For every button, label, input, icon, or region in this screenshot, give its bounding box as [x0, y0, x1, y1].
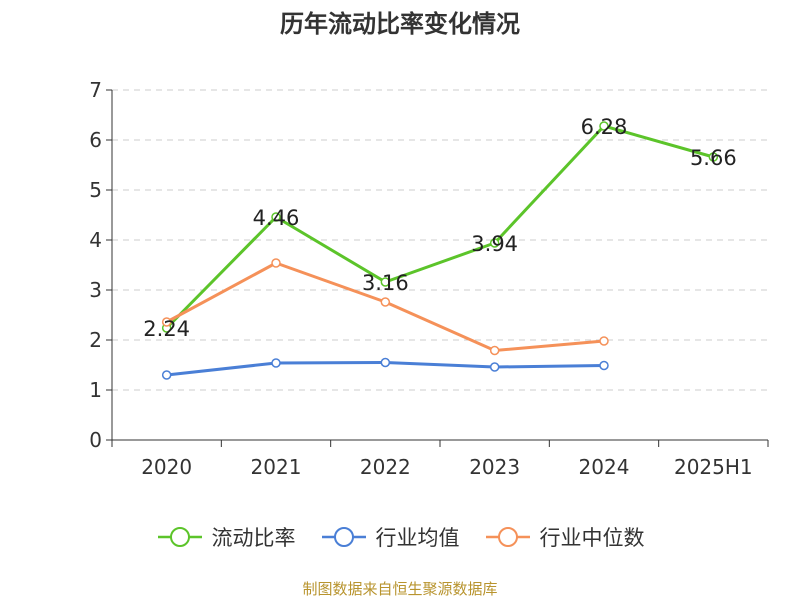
- data-label: 6.28: [581, 115, 628, 139]
- data-point: [489, 362, 500, 372]
- data-point: [161, 370, 172, 380]
- axes: 0 1 2 3 4 5 6 7 2020 2021 2022 2023 2024 2025H1: [89, 78, 769, 479]
- legend-item[interactable]: 行业中位数: [484, 522, 645, 552]
- data-point: [380, 277, 391, 287]
- y-tick-label: 4: [89, 228, 102, 252]
- legend-marker-icon: [485, 527, 530, 547]
- data-label: 3.16: [362, 271, 409, 295]
- legend-label: 行业中位数: [539, 526, 645, 550]
- x-tick-label: 2021: [251, 455, 302, 479]
- x-tick-label: 2025H1: [674, 455, 753, 479]
- data-label: 2.24: [143, 317, 190, 341]
- data-point: [489, 345, 500, 356]
- series-lines: [161, 121, 719, 380]
- data-label: 4.46: [253, 206, 300, 230]
- legend: 流动比率 行业均值 行业中位数: [0, 520, 800, 554]
- y-tick-label: 7: [89, 78, 102, 102]
- legend-circle: [497, 527, 518, 547]
- y-tick-label: 0: [89, 428, 102, 452]
- data-labels: 2.24 4.46 3.16 3.94 6.28 5.66: [143, 115, 736, 341]
- legend-marker-icon: [321, 527, 366, 547]
- legend-label: 流动比率: [211, 526, 296, 550]
- data-point: [271, 358, 281, 368]
- source-note: 制图数据来自恒生聚源数据库: [302, 580, 498, 598]
- data-point: [271, 258, 281, 268]
- legend-circle: [169, 527, 190, 547]
- data-label: 5.66: [690, 146, 737, 170]
- x-tick-label: 2023: [469, 455, 520, 479]
- legend-item[interactable]: 流动比率: [156, 522, 296, 552]
- chart-title: 历年流动比率变化情况: [280, 10, 520, 38]
- data-label: 3.94: [471, 232, 518, 256]
- y-tick-label: 2: [89, 328, 102, 352]
- series-line: [165, 124, 714, 330]
- gridlines: [112, 89, 768, 391]
- legend-label: 行业均值: [375, 526, 460, 550]
- legend-marker-icon: [157, 527, 202, 547]
- data-point: [380, 297, 391, 307]
- x-tick-label: 2020: [141, 455, 192, 479]
- data-point: [599, 336, 609, 346]
- data-point: [599, 121, 609, 131]
- y-tick-label: 1: [89, 378, 102, 402]
- data-point: [489, 238, 500, 248]
- data-point: [708, 152, 719, 162]
- y-tick-label: 5: [89, 178, 102, 202]
- data-point: [271, 212, 281, 222]
- data-point: [380, 357, 391, 368]
- data-point: [599, 360, 609, 371]
- y-tick-label: 3: [89, 278, 102, 302]
- data-point: [161, 317, 172, 327]
- y-tick-label: 6: [89, 128, 102, 152]
- x-tick-label: 2024: [579, 455, 630, 479]
- legend-item[interactable]: 行业均值: [320, 522, 460, 552]
- legend-circle: [333, 527, 354, 547]
- x-tick-label: 2022: [360, 455, 411, 479]
